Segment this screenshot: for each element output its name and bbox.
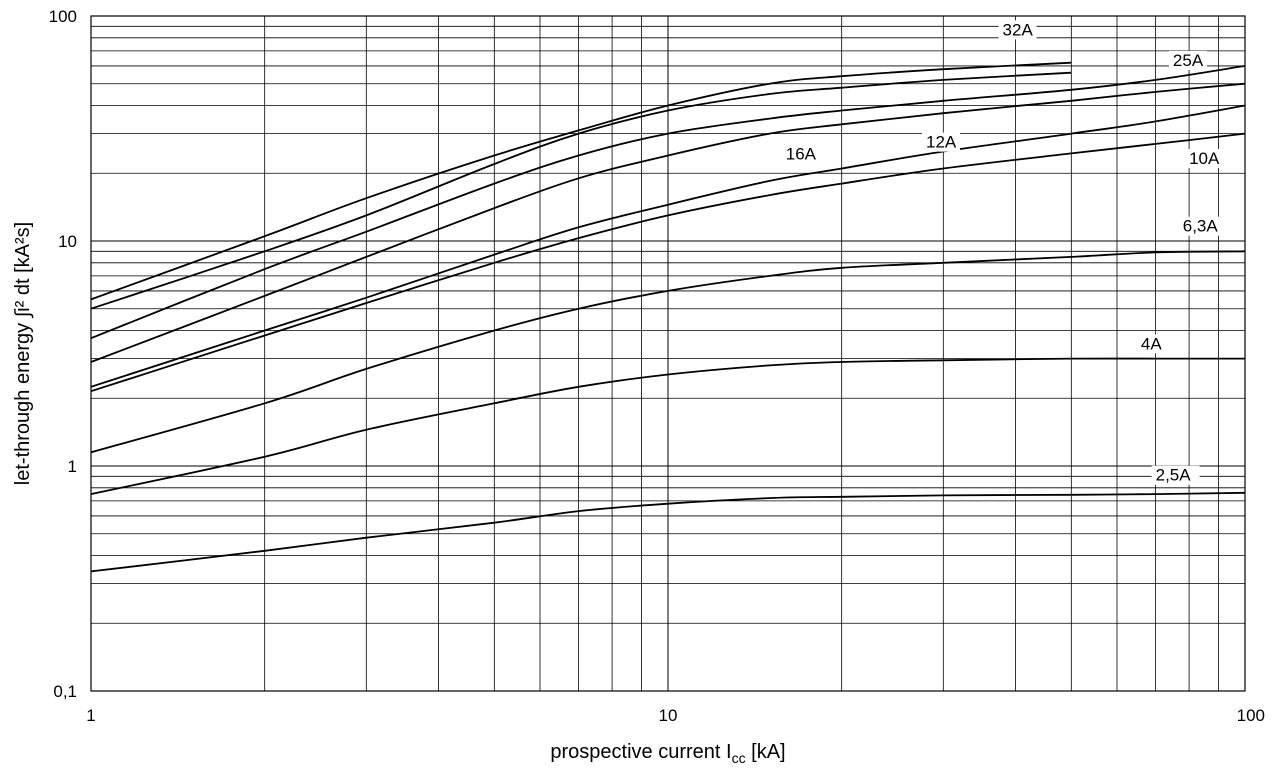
x-axis-title-unit: [kA] [746, 741, 786, 763]
y-tick-label: 0,1 [53, 682, 77, 701]
y-axis-title: let-through energy ∫i² dt [kA²s] [12, 222, 34, 485]
grid [91, 16, 1245, 691]
x-tick-label: 100 [1237, 706, 1265, 725]
curve-label: 25A [1173, 51, 1204, 70]
curve-label: 16A [786, 145, 817, 164]
curve-12a [90, 104, 1246, 388]
curve-label: 4A [1141, 334, 1162, 353]
curve-16a [90, 82, 1246, 363]
x-axis-title-main: prospective current I [550, 741, 731, 763]
curves [90, 61, 1246, 573]
x-tick-label: 1 [86, 706, 95, 725]
curve-10a [90, 132, 1246, 393]
curve-4a [90, 357, 1245, 495]
tick-labels: 1 10 100 0,1 1 10 100 [49, 7, 1265, 725]
y-tick-label: 100 [49, 7, 77, 26]
curve-6-3a [90, 250, 1246, 454]
curve-label: 6,3A [1183, 217, 1219, 236]
curve-25a [90, 71, 1072, 310]
curve-label-background [1151, 465, 1200, 485]
curve-label-background [1178, 216, 1227, 236]
curve-label: 32A [1003, 20, 1034, 39]
curve-label-background [781, 144, 820, 164]
curve-label-background [998, 20, 1037, 40]
curve-label: 2,5A [1156, 466, 1192, 485]
curve-label-background [1136, 334, 1165, 354]
curve-label-background [922, 132, 961, 152]
curve-label: 12A [926, 133, 957, 152]
x-axis-title: prospective current Icc [kA] [550, 741, 785, 766]
y-tick-label: 10 [58, 232, 77, 251]
curve-32a [90, 61, 1072, 301]
x-tick-label: 10 [659, 706, 678, 725]
curve-label-background [1185, 148, 1224, 168]
curve-2-5a [90, 491, 1246, 573]
y-tick-label: 1 [68, 457, 77, 476]
curve-20a [90, 65, 1246, 340]
x-axis-title-subscript: cc [732, 750, 746, 766]
curve-label-background [1168, 50, 1207, 70]
plot-frame [90, 15, 1246, 692]
curve-label: 10A [1189, 149, 1220, 168]
